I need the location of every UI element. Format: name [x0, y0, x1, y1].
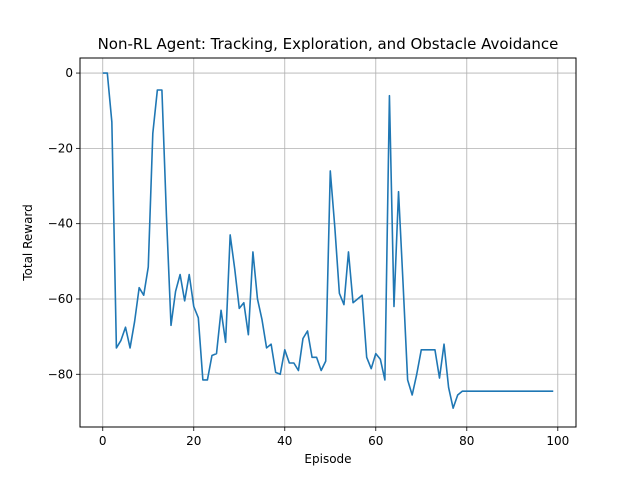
y-axis-ticks: 0 −20 −40 −60 −80: [48, 66, 80, 381]
x-axis-label: Episode: [304, 452, 351, 466]
x-tick-label: 40: [277, 434, 292, 448]
x-tick-label: 60: [368, 434, 383, 448]
grid-lines: [80, 58, 576, 427]
plot-frame: [79, 57, 577, 428]
x-tick-label: 100: [546, 434, 569, 448]
y-tick-label: 0: [65, 66, 73, 80]
y-tick-label: −20: [48, 141, 73, 155]
y-tick-label: −60: [48, 292, 73, 306]
x-tick-label: 20: [186, 434, 201, 448]
y-tick-label: −80: [48, 367, 73, 381]
series-layer: [102, 72, 554, 409]
y-axis-label: Total Reward: [21, 204, 35, 282]
chart-title: Non-RL Agent: Tracking, Exploration, and…: [98, 35, 559, 53]
series-line: [102, 72, 554, 409]
x-tick-label: 80: [459, 434, 474, 448]
y-tick-label: −40: [48, 217, 73, 231]
x-axis-ticks: 0 20 40 60 80 100: [99, 427, 569, 448]
x-tick-label: 0: [99, 434, 107, 448]
